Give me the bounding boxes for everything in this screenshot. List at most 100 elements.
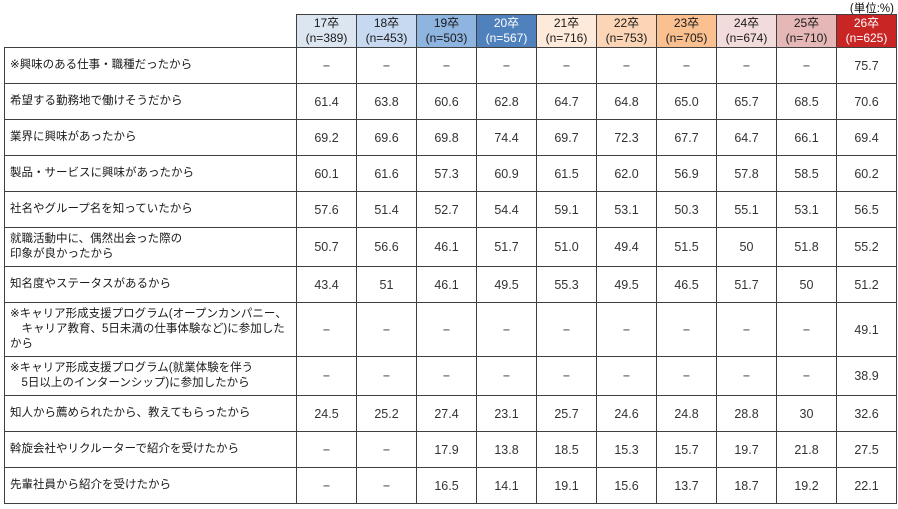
value-cell: 13.8 [476, 431, 537, 468]
value-cell: 46.5 [656, 266, 717, 303]
column-header: 22卒 (n=753) [596, 14, 657, 48]
row-label: 斡旋会社やリクルーターで紹介を受けたから [4, 431, 297, 468]
row-label: 社名やグループ名を知っていたから [4, 191, 297, 228]
value-cell: − [416, 302, 477, 357]
value-cell: 15.6 [596, 467, 657, 504]
value-cell: 25.7 [536, 395, 597, 432]
value-cell: 69.4 [836, 119, 897, 156]
value-cell: 24.5 [296, 395, 357, 432]
sample-size-label: (n=674) [725, 31, 768, 45]
sample-size-label: (n=710) [785, 31, 828, 45]
value-cell: − [536, 47, 597, 84]
value-cell: 70.6 [836, 83, 897, 120]
value-cell: − [776, 356, 837, 396]
value-cell: 51.5 [656, 227, 717, 267]
value-cell: 69.2 [296, 119, 357, 156]
value-cell: 56.5 [836, 191, 897, 228]
value-cell: 58.5 [776, 155, 837, 192]
value-cell: − [416, 47, 477, 84]
value-cell: 65.7 [716, 83, 777, 120]
value-cell: − [536, 356, 597, 396]
column-header: 26卒 (n=625) [836, 14, 897, 48]
value-cell: 25.2 [356, 395, 417, 432]
value-cell: 30 [776, 395, 837, 432]
value-cell: 49.5 [476, 266, 537, 303]
value-cell: 15.7 [656, 431, 717, 468]
table-row: 社名やグループ名を知っていたから 57.6 51.4 52.7 54.4 59.1 53.1… [4, 191, 897, 228]
value-cell: − [716, 302, 777, 357]
value-cell: 63.8 [356, 83, 417, 120]
value-cell: − [776, 47, 837, 84]
cohort-label: 19卒 [433, 16, 460, 30]
value-cell: 60.2 [836, 155, 897, 192]
value-cell: − [296, 47, 357, 84]
table-row: ※興味のある仕事・職種だったから − − − − − − − − −75.7 [4, 47, 897, 84]
row-label: 知人から薦められたから、教えてもらったから [4, 395, 297, 432]
cohort-label: 22卒 [613, 16, 640, 30]
column-header: 19卒 (n=503) [416, 14, 477, 48]
value-cell: 24.8 [656, 395, 717, 432]
value-cell: 46.1 [416, 266, 477, 303]
value-cell: 15.3 [596, 431, 657, 468]
value-cell: − [356, 431, 417, 468]
value-cell: 16.5 [416, 467, 477, 504]
value-cell: 50 [776, 266, 837, 303]
sample-size-label: (n=453) [365, 31, 408, 45]
value-cell: 24.6 [596, 395, 657, 432]
row-label: 知名度やステータスがあるから [4, 266, 297, 303]
value-cell: − [356, 47, 417, 84]
value-cell: 60.9 [476, 155, 537, 192]
table-row: 知名度やステータスがあるから 43.4 51 46.1 49.5 55.3 49.5 46.5… [4, 266, 897, 303]
unit-label: (単位:%) [849, 3, 894, 15]
value-cell: 61.4 [296, 83, 357, 120]
value-cell: 75.7 [836, 47, 897, 84]
sample-size-label: (n=389) [305, 31, 348, 45]
value-cell: 17.9 [416, 431, 477, 468]
sample-size-label: (n=716) [545, 31, 588, 45]
value-cell: − [656, 356, 717, 396]
table-row: 先輩社員から紹介を受けたから − −16.5 14.1 19.1 15.6 13.7 18.7… [4, 467, 897, 504]
corner-cell [4, 14, 297, 48]
value-cell: 60.6 [416, 83, 477, 120]
row-label: 希望する勤務地で働けそうだから [4, 83, 297, 120]
value-cell: 62.8 [476, 83, 537, 120]
header-row: 17卒 (n=389) 18卒 (n=453) 19卒 (n=503) 20卒 (n=567)… [4, 14, 897, 48]
value-cell: 13.7 [656, 467, 717, 504]
value-cell: 49.5 [596, 266, 657, 303]
sample-size-label: (n=705) [665, 31, 708, 45]
value-cell: 50 [716, 227, 777, 267]
value-cell: 72.3 [596, 119, 657, 156]
value-cell: 51.7 [476, 227, 537, 267]
value-cell: 28.8 [716, 395, 777, 432]
column-header: 20卒 (n=567) [476, 14, 537, 48]
value-cell: 19.1 [536, 467, 597, 504]
value-cell: 55.3 [536, 266, 597, 303]
value-cell: 57.3 [416, 155, 477, 192]
column-header: 18卒 (n=453) [356, 14, 417, 48]
value-cell: − [596, 356, 657, 396]
value-cell: 68.5 [776, 83, 837, 120]
column-header: 21卒 (n=716) [536, 14, 597, 48]
value-cell: 51.2 [836, 266, 897, 303]
cohort-label: 21卒 [553, 16, 580, 30]
value-cell: − [476, 47, 537, 84]
value-cell: 18.7 [716, 467, 777, 504]
value-cell: − [296, 302, 357, 357]
value-cell: 56.6 [356, 227, 417, 267]
value-cell: 27.5 [836, 431, 897, 468]
table-body: ※興味のある仕事・職種だったから − − − − − − − − −75.7 希望する勤務地で働けそ… [4, 47, 897, 504]
value-cell: − [476, 302, 537, 357]
value-cell: 69.8 [416, 119, 477, 156]
row-label: 業界に興味があったから [4, 119, 297, 156]
value-cell: 61.6 [356, 155, 417, 192]
cohort-label: 24卒 [733, 16, 760, 30]
column-header: 17卒 (n=389) [296, 14, 357, 48]
row-label: ※キャリア形成支援プログラム(オープンカンパニー、 キャリア教育、5日未満の仕事… [4, 302, 297, 357]
sample-size-label: (n=625) [845, 31, 888, 45]
value-cell: 74.4 [476, 119, 537, 156]
value-cell: − [296, 356, 357, 396]
value-cell: 69.6 [356, 119, 417, 156]
sample-size-label: (n=567) [485, 31, 528, 45]
table-row: 就職活動中に、偶然出会った際の 印象が良かったから 50.7 56.6 46.1 51.… [4, 227, 897, 267]
